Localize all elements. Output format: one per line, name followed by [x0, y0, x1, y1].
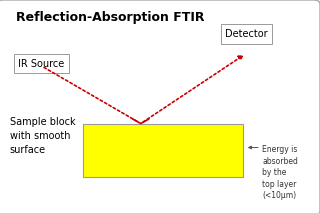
Text: Sample block
with smooth
surface: Sample block with smooth surface — [10, 117, 75, 155]
Bar — [83, 124, 243, 177]
Text: Reflection-Absorption FTIR: Reflection-Absorption FTIR — [16, 11, 204, 24]
FancyBboxPatch shape — [14, 54, 69, 73]
Text: IR Source: IR Source — [19, 59, 65, 69]
Text: Detector: Detector — [225, 29, 268, 39]
FancyBboxPatch shape — [221, 24, 272, 44]
Text: Energy is
absorbed
by the
top layer
(<10μm): Energy is absorbed by the top layer (<10… — [262, 145, 298, 200]
